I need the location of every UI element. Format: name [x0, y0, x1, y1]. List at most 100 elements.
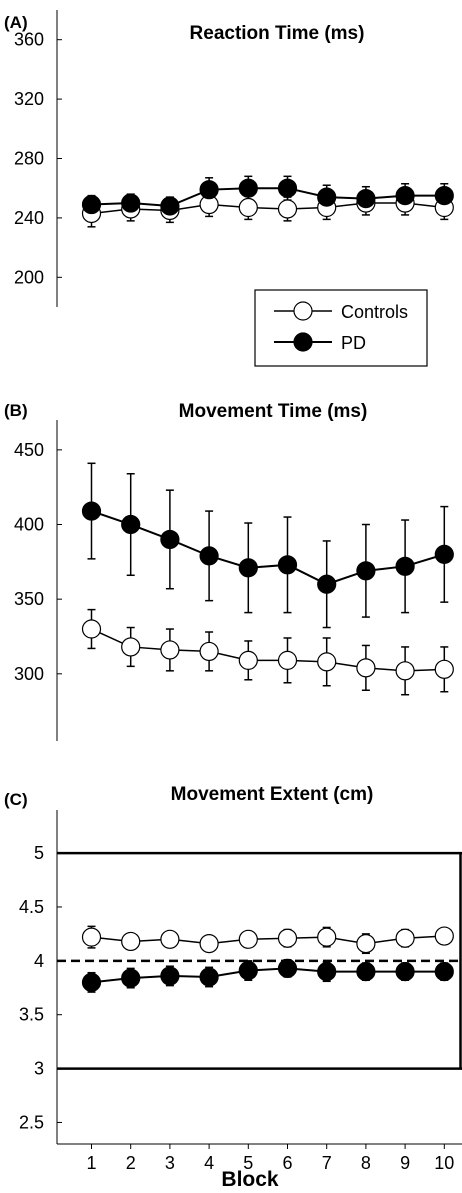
- data-point-pd: [356, 188, 376, 209]
- data-point-pd: [160, 529, 180, 550]
- data-point-pd: [238, 178, 258, 198]
- series-line-controls: [91, 935, 445, 945]
- y-tick-label: 3.5: [19, 1005, 44, 1025]
- legend: Controls PD: [254, 289, 428, 367]
- data-point-pd: [356, 962, 376, 982]
- data-point-controls: [160, 929, 180, 949]
- data-point-pd: [199, 180, 219, 200]
- data-point-controls: [160, 640, 180, 660]
- legend-controls-label: Controls: [341, 302, 408, 322]
- y-tick-label: 5: [34, 843, 44, 863]
- x-tick-label: 10: [434, 1153, 454, 1173]
- data-point-controls: [277, 928, 298, 948]
- data-point-controls: [395, 928, 415, 948]
- y-tick-label: 450: [14, 440, 44, 460]
- data-point-controls: [199, 933, 219, 954]
- panel-label-c: (C): [4, 790, 28, 809]
- data-point-controls: [317, 652, 337, 672]
- x-tick-label: 6: [282, 1153, 292, 1173]
- data-point-controls: [199, 641, 219, 662]
- panel-label-b: (B): [4, 401, 28, 420]
- y-tick-label: 4: [34, 951, 44, 971]
- x-tick-label: 9: [400, 1153, 410, 1173]
- panel-label-a: (A): [4, 13, 28, 32]
- data-point-controls: [356, 658, 376, 678]
- y-tick-label: 200: [14, 267, 44, 287]
- panel-c-series: [81, 925, 454, 993]
- data-point-pd: [121, 193, 141, 213]
- panel-b-axes: 300 350 400 450: [14, 420, 62, 741]
- data-point-pd: [395, 962, 415, 982]
- data-point-controls: [434, 926, 454, 946]
- panel-a-axes: 200 240 280 320 360: [14, 10, 62, 307]
- data-point-pd: [317, 187, 337, 207]
- legend-pd-marker: [293, 332, 313, 352]
- y-tick-label: 4.5: [19, 897, 44, 917]
- data-point-pd: [160, 196, 180, 216]
- data-point-controls: [81, 619, 102, 639]
- data-point-pd: [434, 186, 454, 206]
- data-point-controls: [238, 929, 258, 949]
- data-point-pd: [277, 958, 298, 978]
- data-point-pd: [277, 178, 298, 198]
- y-tick-label: 400: [14, 515, 44, 535]
- x-tick-label: 3: [165, 1153, 175, 1173]
- data-point-pd: [81, 194, 102, 215]
- data-point-controls: [121, 931, 141, 952]
- series-line-pd: [91, 187, 445, 208]
- data-point-pd: [81, 972, 102, 992]
- data-point-controls: [317, 927, 337, 947]
- series-line-pd: [91, 967, 445, 984]
- data-point-pd: [277, 555, 298, 575]
- data-point-pd: [317, 574, 337, 594]
- data-point-controls: [356, 933, 376, 954]
- data-point-controls: [277, 650, 298, 670]
- panel-movement-extent: (C) Movement Extent (cm) 2.5 3 3.5 4 4.5 5 1 2 3…: [4, 784, 462, 1191]
- data-point-pd: [434, 544, 454, 564]
- x-tick-label: 7: [322, 1153, 332, 1173]
- y-tick-label: 360: [14, 30, 44, 50]
- data-point-pd: [199, 967, 219, 987]
- data-point-pd: [160, 966, 180, 986]
- data-point-pd: [238, 960, 258, 981]
- series-line-pd: [91, 510, 445, 586]
- data-point-pd: [238, 558, 258, 578]
- y-tick-label: 240: [14, 208, 44, 228]
- panel-b-title: Movement Time (ms): [179, 401, 368, 422]
- y-tick-label: 3: [34, 1059, 44, 1079]
- data-point-pd: [121, 514, 141, 535]
- panel-a-title: Reaction Time (ms): [190, 23, 365, 44]
- x-tick-label: 1: [86, 1153, 96, 1173]
- data-point-pd: [395, 556, 415, 576]
- data-point-pd: [121, 968, 141, 988]
- data-point-pd: [356, 561, 376, 581]
- panel-c-reference-lines: [57, 851, 462, 1070]
- panel-c-xlabel: Block: [221, 1168, 279, 1191]
- series-line-controls: [91, 628, 445, 672]
- y-tick-label: 350: [14, 589, 44, 609]
- data-point-pd: [317, 962, 337, 982]
- y-tick-label: 320: [14, 89, 44, 109]
- data-point-controls: [238, 650, 258, 670]
- panel-b-series: [81, 462, 454, 696]
- data-point-pd: [395, 186, 415, 206]
- x-tick-label: 5: [243, 1153, 253, 1173]
- data-point-controls: [277, 199, 298, 219]
- legend-controls-marker: [293, 301, 313, 321]
- legend-box: [254, 289, 428, 367]
- panel-movement-time: (B) Movement Time (ms) 300 350 400 450: [4, 401, 454, 741]
- data-point-pd: [434, 962, 454, 982]
- y-tick-label: 280: [14, 149, 44, 169]
- data-point-controls: [121, 637, 141, 657]
- legend-pd-label: PD: [341, 333, 366, 353]
- data-point-pd: [81, 501, 102, 521]
- panel-c-axes: 2.5 3 3.5 4 4.5 5 1 2 3 4 5 6 7 8 9 10: [19, 810, 462, 1173]
- x-tick-label: 2: [126, 1153, 136, 1173]
- data-point-pd: [199, 546, 219, 566]
- panel-c-title: Movement Extent (cm): [171, 784, 374, 805]
- y-tick-label: 300: [14, 664, 44, 684]
- data-point-controls: [434, 659, 454, 679]
- panel-reaction-time: (A) Reaction Time (ms) 200 240 280 320 360 C…: [4, 10, 454, 367]
- data-point-controls: [238, 197, 258, 218]
